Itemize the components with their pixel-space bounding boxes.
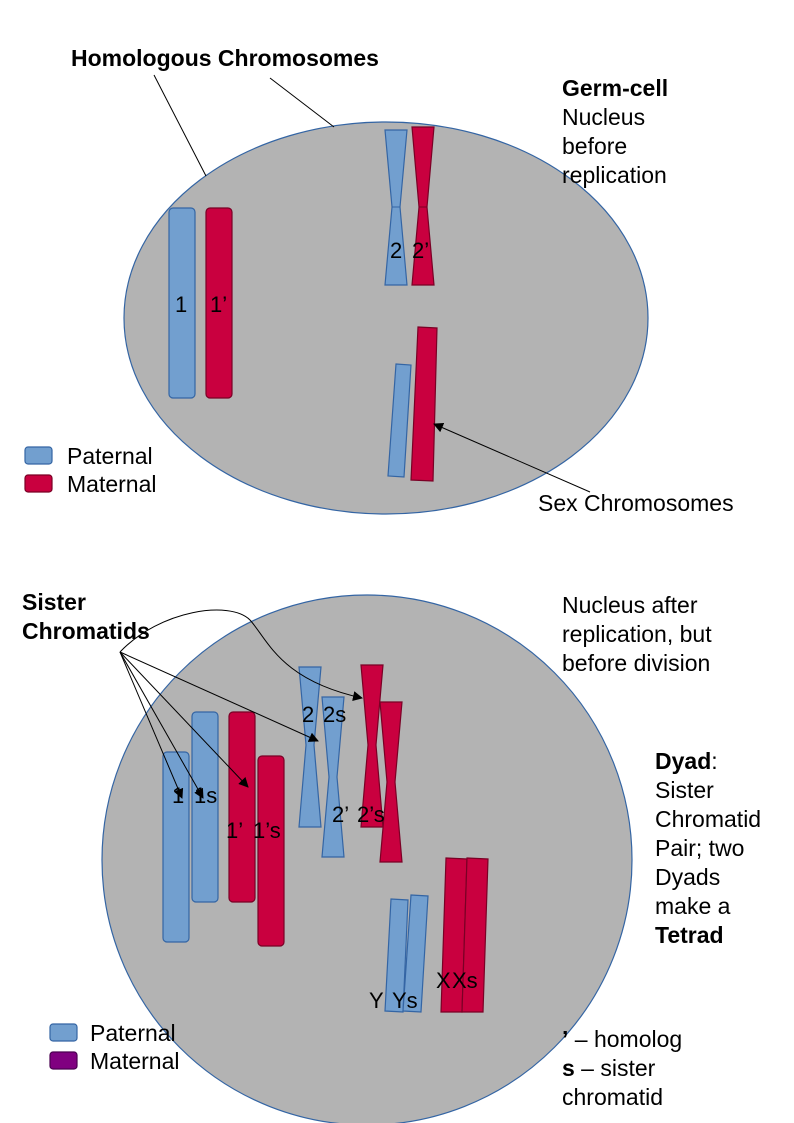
legend-maternal-swatch-2 [49, 1051, 78, 1070]
dyad-definition-line-5: Dyads [655, 864, 720, 890]
chromatid-2s-label: 2s [323, 702, 346, 727]
nucleus-after-line-2: replication, but [562, 621, 712, 647]
legend-maternal-label-2: Maternal [90, 1048, 179, 1074]
dyad-definition-line-3: Chromatid [655, 806, 761, 832]
dyad-definition-line-2: Sister [655, 777, 714, 803]
chromatid-2ps [379, 701, 403, 863]
sister-chromatids-label-line-1: Sister [22, 589, 86, 615]
nucleus-after-line-3: before division [562, 650, 710, 676]
chromatid-xs-label: Xs [452, 968, 478, 993]
chromatid-2 [298, 666, 322, 828]
sex-chromosome-y [387, 363, 412, 478]
chromatid-xs [461, 857, 489, 1013]
dyad-definition-line-1: Dyad: [655, 748, 718, 774]
chromatid-x-label: X [436, 968, 451, 993]
key-sister-line-2: chromatid [562, 1084, 663, 1110]
nucleus-label-line-2: before [562, 133, 627, 159]
chromatid-y-label: Y [369, 988, 384, 1013]
chromatid-1s-label: 1s [194, 783, 217, 808]
chromatid-2-label: 2 [302, 702, 314, 727]
top-panel: Homologous Chromosomes Germ-cell Nucleus… [24, 45, 734, 516]
legend-maternal-swatch [24, 474, 53, 493]
chromosome-1-paternal [168, 207, 196, 399]
tetrad-label: Tetrad [655, 922, 724, 948]
chromatid-y [384, 898, 409, 1013]
title-pointer-line-left [153, 74, 207, 177]
chromatid-1s [191, 711, 219, 903]
chromatid-2ps-label: 2’s [357, 802, 385, 827]
chromatid-1p [228, 711, 256, 903]
germ-cell-nucleus [123, 121, 649, 515]
sister-chromatids-label-line-2: Chromatids [22, 618, 150, 644]
homologous-chromosomes-title: Homologous Chromosomes [71, 45, 379, 71]
nucleus-label-line-1: Nucleus [562, 104, 645, 130]
legend-paternal-label: Paternal [67, 443, 153, 469]
arrow-to-chromatid-1 [119, 651, 184, 799]
nucleus-label-line-3: replication [562, 162, 667, 188]
key-homolog: ’ – homolog [562, 1026, 682, 1052]
chromosome-1-maternal [205, 207, 233, 399]
legend-paternal-label-2: Paternal [90, 1020, 176, 1046]
dyad-definition-line-6: make a [655, 893, 731, 919]
key-sister: s – sister [562, 1055, 656, 1081]
arrow-to-chromatid-1s [119, 651, 204, 799]
legend-paternal-swatch-2 [49, 1023, 78, 1042]
bottom-panel: Sister Chromatids Nucleus after replicat… [22, 589, 761, 1123]
legend-maternal-label: Maternal [67, 471, 156, 497]
chromatid-1 [162, 751, 190, 943]
chromosome-1-label: 1 [175, 292, 187, 317]
sex-chromosome-arrow [433, 423, 591, 493]
chromosome-1p-label: 1’ [210, 292, 227, 317]
chromatid-2p-label: 2’ [332, 802, 349, 827]
arrow-to-chromatid-2p [119, 609, 363, 701]
title-pointer-line-right [269, 77, 335, 128]
chromatid-ys [402, 894, 429, 1013]
germ-cell-label: Germ-cell [562, 75, 668, 101]
legend-paternal-swatch [24, 446, 53, 465]
sex-chromosome-x [410, 326, 438, 482]
chromosome-2-label: 2 [390, 238, 402, 263]
chromatid-1p-label: 1’ [226, 818, 243, 843]
arrow-to-chromatid-1p [119, 651, 249, 788]
arrow-to-chromatid-2s [119, 651, 319, 742]
chromatid-1-label: 1 [172, 783, 184, 808]
nucleus-after-line-1: Nucleus after [562, 592, 698, 618]
dyad-definition-line-4: Pair; two [655, 835, 744, 861]
chromatid-1ps [257, 755, 285, 947]
sex-chromosomes-label: Sex Chromosomes [538, 490, 734, 516]
chromosome-2p-label: 2’ [412, 238, 429, 263]
chromatid-ys-label: Ys [392, 988, 418, 1013]
chromatid-2s [321, 696, 345, 858]
chromatid-1ps-label: 1’s [253, 818, 281, 843]
